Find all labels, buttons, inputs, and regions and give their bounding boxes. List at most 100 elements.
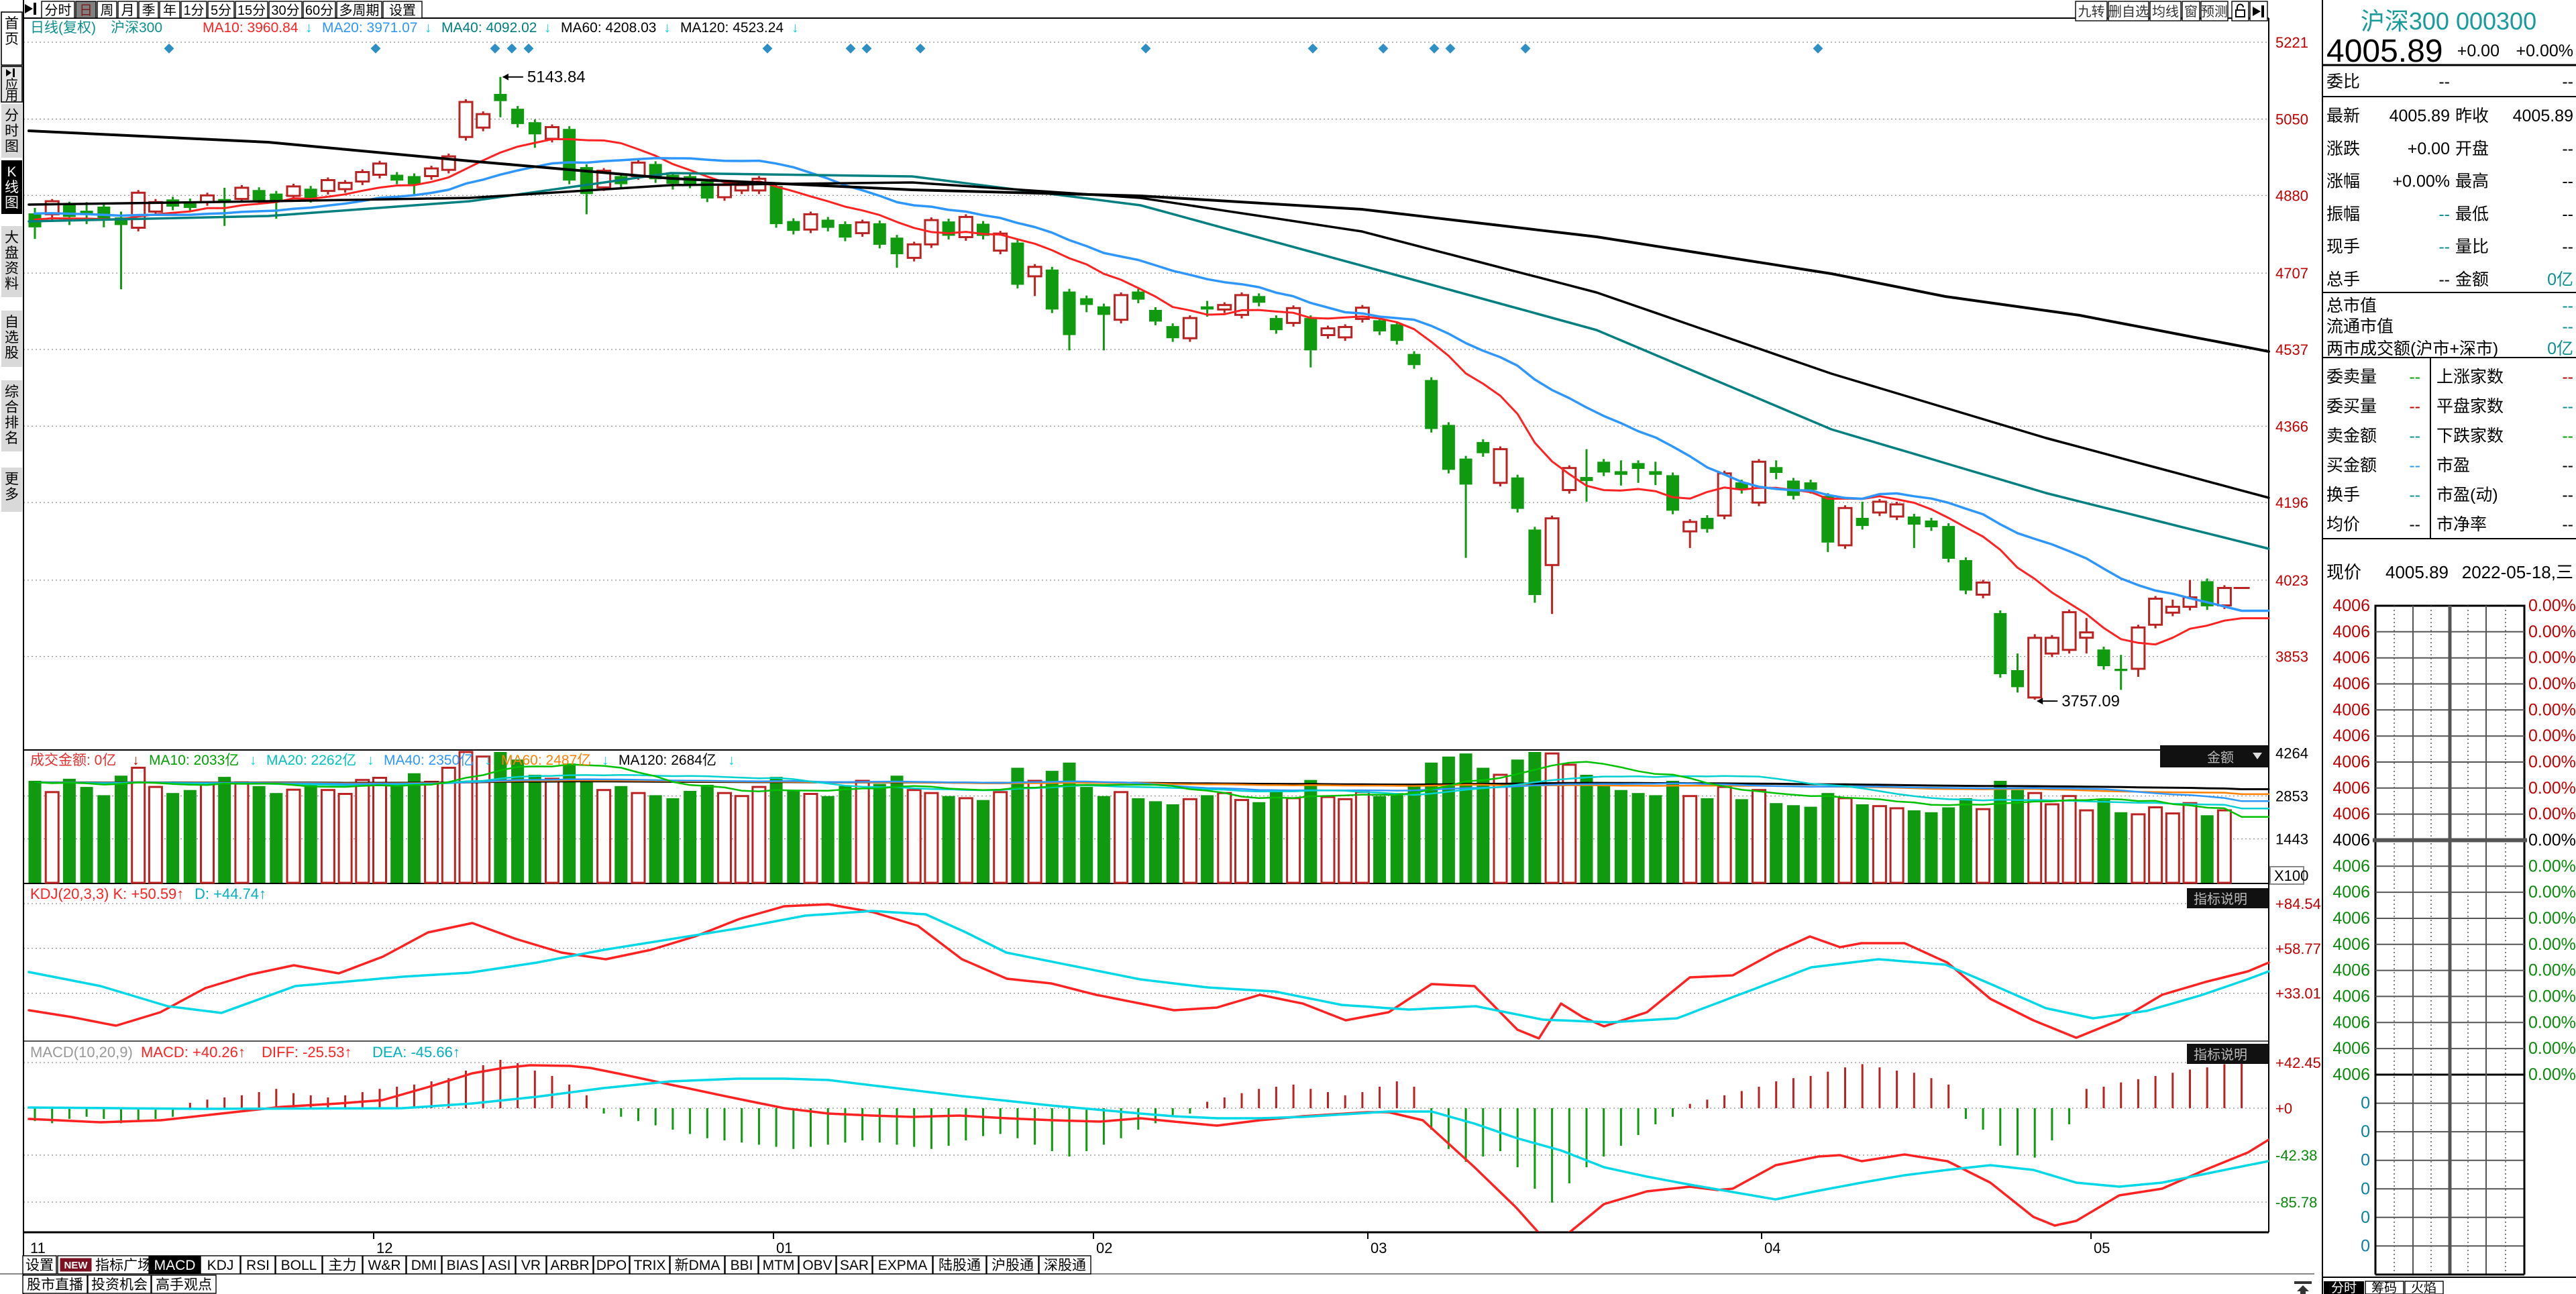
- svg-text:市净率: 市净率: [2436, 515, 2487, 534]
- svg-text:K: K: [7, 164, 16, 180]
- svg-text:4006: 4006: [2332, 675, 2370, 694]
- svg-text:0亿: 0亿: [2547, 339, 2573, 358]
- svg-text:KDJ(20,3,3) K: +50.59↑: KDJ(20,3,3) K: +50.59↑: [30, 885, 184, 902]
- svg-text:NEW: NEW: [64, 1260, 89, 1271]
- svg-text:3757.09: 3757.09: [2061, 692, 2120, 710]
- svg-text:01: 01: [776, 1240, 792, 1256]
- svg-text:分时: 分时: [2331, 1281, 2357, 1294]
- svg-text:指标说明: 指标说明: [2194, 892, 2247, 907]
- svg-text:时: 时: [5, 123, 19, 139]
- svg-text:现手: 现手: [2326, 237, 2360, 256]
- svg-text:主力: 主力: [329, 1258, 357, 1273]
- svg-text:4366: 4366: [2275, 418, 2308, 435]
- svg-text:--: --: [2409, 486, 2420, 504]
- svg-text:EXPMA: EXPMA: [878, 1258, 928, 1273]
- svg-text:MA10: 2033亿: MA10: 2033亿: [149, 753, 239, 768]
- svg-text:0: 0: [2361, 1094, 2370, 1113]
- svg-text:4023: 4023: [2275, 572, 2308, 589]
- svg-text:图: 图: [5, 139, 19, 154]
- svg-text:现价: 现价: [2326, 562, 2361, 582]
- svg-text:↓: ↓: [367, 753, 374, 768]
- svg-text:均价: 均价: [2326, 515, 2360, 534]
- svg-text:涨跌: 涨跌: [2326, 140, 2360, 158]
- svg-text:4005.89: 4005.89: [2513, 107, 2573, 125]
- svg-text:--: --: [2409, 397, 2420, 416]
- svg-text:0: 0: [2361, 1179, 2370, 1198]
- svg-text:新DMA: 新DMA: [675, 1258, 720, 1273]
- svg-text:0: 0: [2361, 1122, 2370, 1141]
- svg-text:卖金额: 卖金额: [2326, 427, 2377, 445]
- svg-text:--: --: [2438, 237, 2450, 256]
- svg-text:0.00%: 0.00%: [2528, 596, 2576, 615]
- svg-text:MACD(10,20,9): MACD(10,20,9): [30, 1044, 133, 1061]
- svg-text:30分: 30分: [271, 3, 299, 18]
- svg-text:DEA: -45.66↑: DEA: -45.66↑: [372, 1044, 460, 1061]
- svg-text:最新: 最新: [2326, 107, 2360, 125]
- svg-text:0.00%: 0.00%: [2528, 1039, 2576, 1058]
- svg-text:--: --: [2562, 515, 2573, 534]
- svg-text:页: 页: [5, 32, 19, 47]
- svg-text:↓: ↓: [792, 20, 799, 36]
- svg-text:--: --: [2562, 397, 2573, 416]
- svg-text:60分: 60分: [305, 3, 333, 18]
- svg-text:05: 05: [2094, 1240, 2110, 1256]
- svg-text:九转: 九转: [2078, 4, 2105, 19]
- svg-text:市盈: 市盈: [2436, 456, 2470, 475]
- svg-text:排: 排: [5, 415, 19, 431]
- svg-text:4006: 4006: [2332, 779, 2370, 798]
- svg-text:应: 应: [5, 77, 18, 92]
- svg-text:0.00%: 0.00%: [2528, 753, 2576, 771]
- svg-text:4006: 4006: [2332, 1013, 2370, 1032]
- svg-text:--: --: [2562, 368, 2573, 386]
- svg-text:4006: 4006: [2332, 909, 2370, 928]
- svg-text:RSI: RSI: [246, 1258, 270, 1273]
- svg-text:多周期: 多周期: [339, 3, 380, 18]
- svg-text:4006: 4006: [2332, 700, 2370, 719]
- svg-text:MA60: 2487亿: MA60: 2487亿: [501, 753, 591, 768]
- svg-text:↓: ↓: [484, 753, 492, 768]
- svg-text:季: 季: [142, 3, 156, 18]
- svg-text:1分: 1分: [183, 3, 204, 18]
- svg-text:04: 04: [1764, 1240, 1780, 1256]
- svg-text:5050: 5050: [2275, 111, 2308, 128]
- svg-text:涨幅: 涨幅: [2326, 172, 2360, 191]
- svg-text:0.00%: 0.00%: [2528, 883, 2576, 902]
- svg-text:--: --: [2409, 427, 2420, 445]
- svg-text:0.00%: 0.00%: [2528, 987, 2576, 1006]
- svg-text:0.00%: 0.00%: [2528, 1065, 2576, 1084]
- svg-text:↓: ↓: [663, 20, 671, 36]
- svg-text:--: --: [2562, 456, 2573, 475]
- svg-text:月: 月: [121, 3, 135, 18]
- svg-text:DPO: DPO: [596, 1258, 627, 1273]
- svg-text:12: 12: [376, 1240, 392, 1256]
- svg-text:昨收: 昨收: [2455, 107, 2489, 125]
- svg-text:11: 11: [30, 1240, 46, 1256]
- svg-text:沪股通: 沪股通: [991, 1258, 1034, 1273]
- svg-text:+58.77: +58.77: [2275, 940, 2321, 957]
- svg-text:-85.78: -85.78: [2275, 1194, 2317, 1211]
- svg-text:大: 大: [5, 230, 19, 246]
- svg-text:MA40: 4092.02: MA40: 4092.02: [441, 20, 537, 36]
- svg-text:SAR: SAR: [840, 1258, 869, 1273]
- svg-text:KDJ: KDJ: [207, 1258, 234, 1273]
- svg-text:TRIX: TRIX: [634, 1258, 666, 1273]
- svg-text:多: 多: [5, 487, 19, 502]
- svg-text:0.00%: 0.00%: [2528, 961, 2576, 980]
- svg-text:↓: ↓: [305, 20, 313, 36]
- svg-text:4005.89: 4005.89: [2326, 34, 2443, 69]
- svg-text:4005.89: 4005.89: [2390, 107, 2450, 125]
- svg-text:--: --: [2438, 205, 2450, 223]
- svg-text:日线(复权): 日线(复权): [30, 20, 96, 36]
- svg-text:最低: 最低: [2455, 205, 2489, 223]
- svg-text:0亿: 0亿: [2547, 270, 2573, 289]
- svg-text:名: 名: [5, 431, 19, 446]
- svg-text:合: 合: [5, 400, 19, 415]
- svg-text:--: --: [2438, 270, 2450, 289]
- svg-text:↓: ↓: [602, 753, 609, 768]
- svg-text:--: --: [2562, 140, 2573, 158]
- svg-text:MA60: 4208.03: MA60: 4208.03: [561, 20, 656, 36]
- svg-text:4006: 4006: [2332, 831, 2370, 850]
- svg-text:4880: 4880: [2275, 187, 2308, 204]
- svg-text:0: 0: [2361, 1151, 2370, 1170]
- svg-text:成交金额: 0亿: 成交金额: 0亿: [30, 753, 116, 768]
